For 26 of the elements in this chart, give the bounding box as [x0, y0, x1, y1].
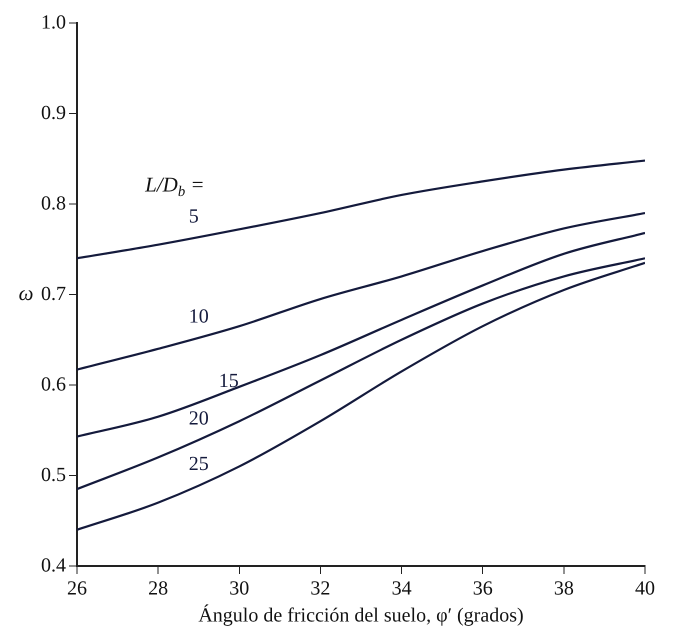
x-axis-title: Ángulo de fricción del suelo, φ′ (grados)	[198, 603, 524, 626]
line-series	[77, 262, 645, 531]
series-label: 25	[188, 452, 209, 475]
line-series	[77, 159, 645, 260]
line-series	[77, 257, 645, 490]
series-label: 5	[188, 205, 199, 228]
series-label: 15	[218, 370, 239, 392]
y-tick-label: 0.5	[41, 464, 66, 486]
line-series	[77, 232, 645, 438]
y-tick-label: 0.4	[41, 554, 66, 576]
x-tick-label: 32	[310, 577, 330, 600]
y-axis-title: ω	[18, 281, 34, 306]
x-tick-label: 36	[472, 577, 493, 600]
x-tick-label: 28	[148, 577, 168, 600]
y-tick-label: 0.9	[41, 102, 66, 124]
x-tick-label: 38	[554, 577, 574, 600]
x-tick-label: 40	[635, 577, 655, 600]
y-tick-label: 0.6	[41, 373, 66, 396]
x-tick-label: 30	[229, 577, 250, 600]
series-label: 20	[188, 408, 209, 430]
x-tick-label: 34	[392, 577, 412, 600]
y-tick-label: 0.8	[41, 192, 66, 214]
y-tick-label: 0.7	[41, 282, 66, 305]
x-tick-label: 26	[67, 577, 87, 600]
series-label: 10	[188, 306, 209, 328]
y-tick-label: 1.0	[41, 11, 66, 34]
